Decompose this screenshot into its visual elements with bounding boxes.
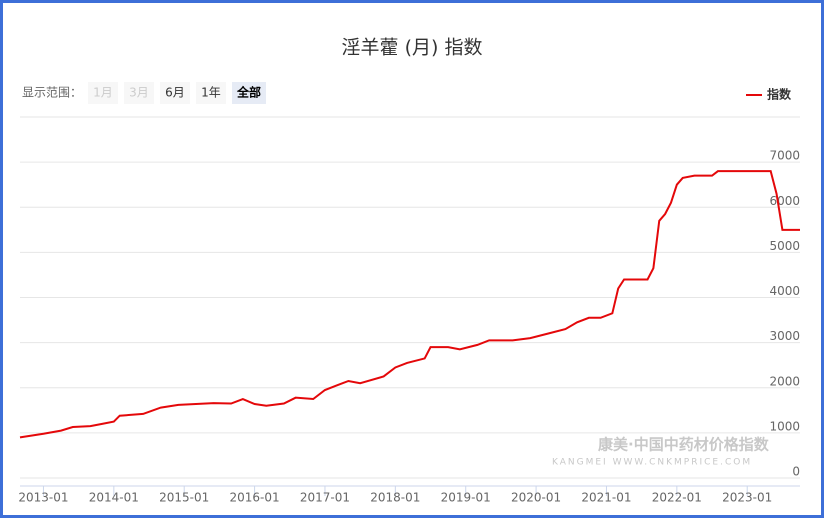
y-tick-label: 0 — [792, 465, 800, 479]
range-button[interactable] — [124, 82, 154, 104]
legend-label[interactable]: 指数 — [767, 87, 792, 102]
x-tick-label: 2022-01 — [652, 491, 702, 505]
line — [19, 170, 800, 439]
range-button-label[interactable]: 1年 — [201, 86, 221, 100]
range-button[interactable] — [232, 82, 266, 104]
y-tick-label: 1000 — [769, 419, 800, 433]
x-tick-label: 2019-01 — [441, 491, 491, 505]
range-button-label[interactable]: 6月 — [165, 86, 185, 100]
x-tick-label: 2020-01 — [511, 491, 561, 505]
range-label: 显示范围： — [22, 86, 82, 100]
range-button-label[interactable]: 全部 — [236, 85, 261, 100]
range-button[interactable] — [88, 82, 118, 104]
x-tick-label: 2015-01 — [159, 491, 209, 505]
range-button[interactable] — [160, 82, 190, 104]
x-tick-label: 2021-01 — [581, 491, 631, 505]
watermark: KANGMEI WWW.CNKMPRICE.COM — [552, 458, 752, 468]
x-tick-label: 2018-01 — [370, 491, 420, 505]
y-tick-label: 7000 — [769, 149, 800, 163]
range-button-label[interactable]: 1月 — [93, 86, 113, 100]
x-tick-label: 2017-01 — [300, 491, 350, 505]
x-tick-label: 2013-01 — [18, 491, 68, 505]
y-tick-label: 5000 — [769, 239, 800, 253]
y-tick-label: 3000 — [769, 329, 800, 343]
y-tick-label: 2000 — [769, 374, 800, 388]
x-tick-label: 2014-01 — [89, 491, 139, 505]
watermark: 康美·中国中药材价格指数 — [598, 436, 770, 454]
y-tick-label: 6000 — [769, 194, 800, 208]
x-tick-label: 2016-01 — [230, 491, 280, 505]
range-button-label[interactable]: 3月 — [129, 86, 149, 100]
range-button[interactable] — [196, 82, 226, 104]
y-tick-label: 4000 — [769, 284, 800, 298]
chart-title: 淫羊藿 (月) 指数 — [342, 37, 483, 59]
x-tick-label: 2023-01 — [722, 491, 772, 505]
